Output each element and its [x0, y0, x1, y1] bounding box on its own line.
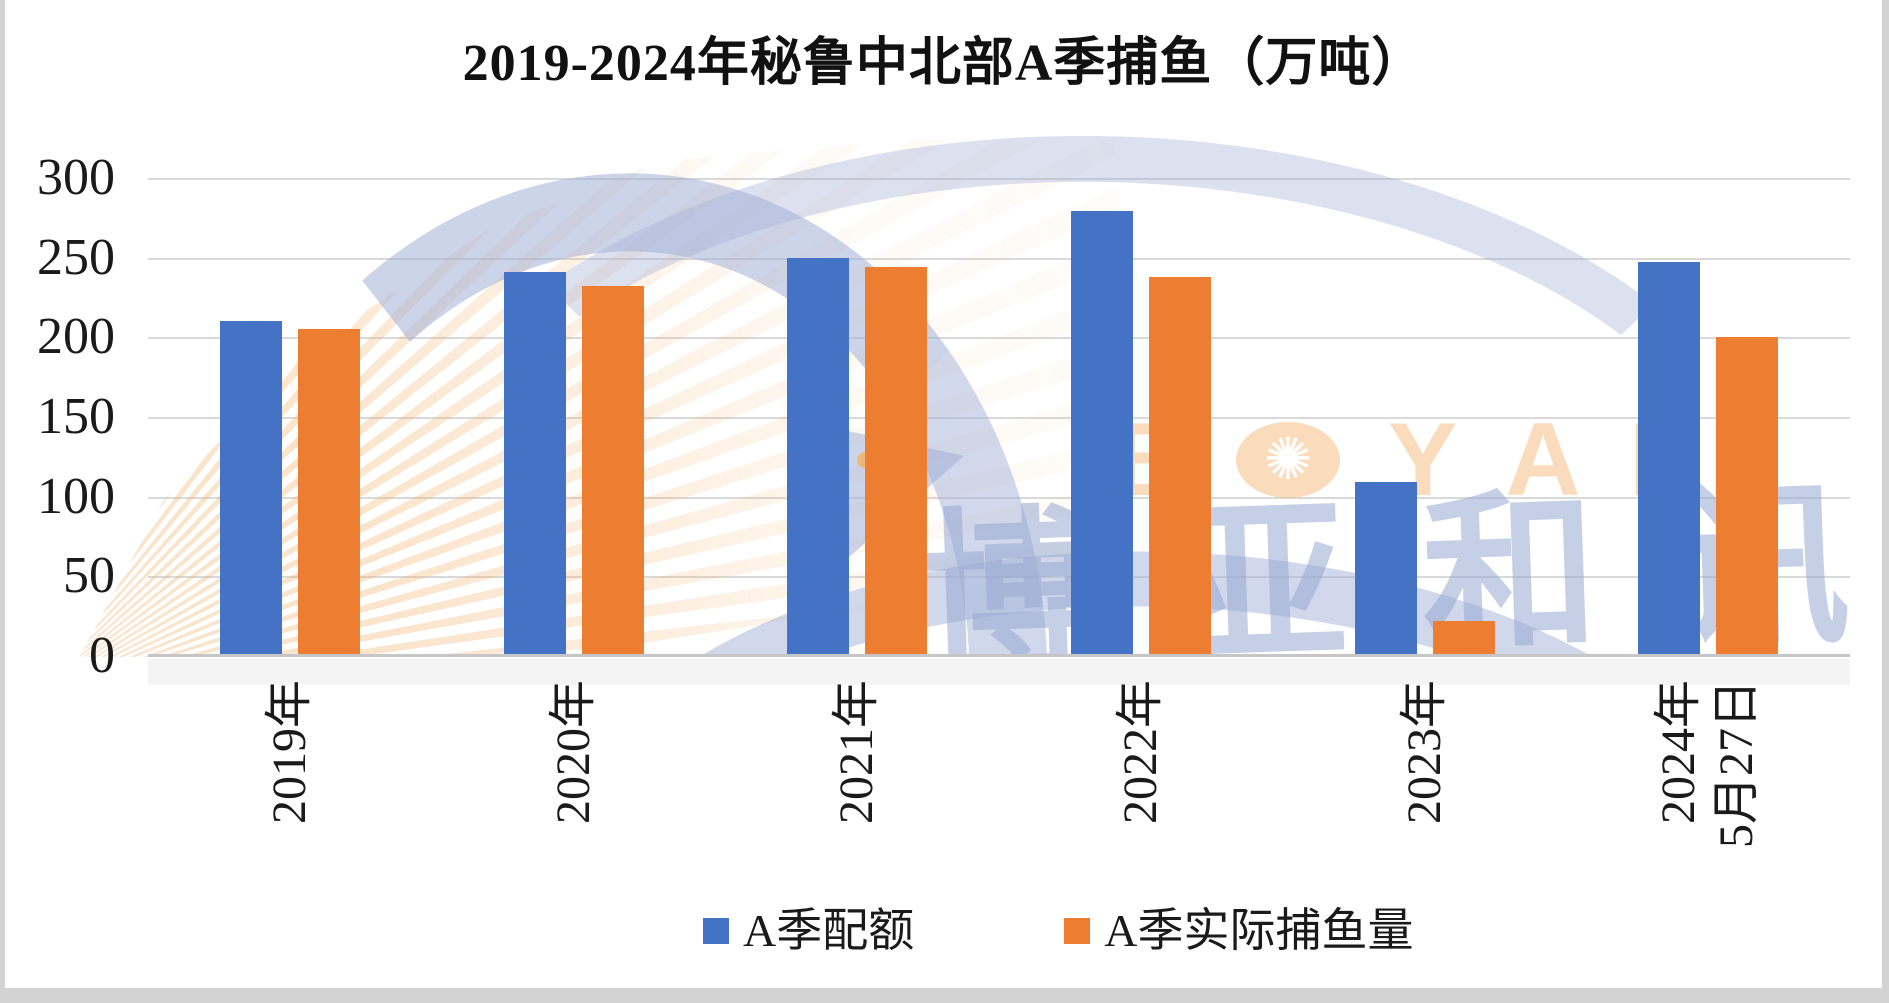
watermark-layer: B✺YAR 博亚和讯	[5, 0, 1882, 657]
bar-series1-2020年	[582, 286, 644, 656]
bar-series0-2020年	[504, 272, 566, 656]
bar-series0-2019年	[220, 321, 282, 656]
legend-label: A季实际捕鱼量	[1104, 905, 1414, 956]
x-axis-label-2023年: 2023年	[1365, 680, 1485, 940]
x-axis-label-2024年: 2024年 5月27日	[1648, 680, 1768, 940]
x-axis-label-2022年: 2022年	[1081, 680, 1201, 940]
gridline-50	[148, 576, 1850, 578]
legend-swatch-icon	[1064, 918, 1091, 944]
x-axis-label-2021年: 2021年	[797, 680, 917, 940]
watermark-sun-disc-icon: ✺	[1236, 422, 1341, 498]
gridline-250	[148, 258, 1850, 260]
bar-series1-2019年	[298, 329, 360, 656]
y-tick-label: 300	[37, 149, 115, 206]
bar-series1-2023年	[1433, 621, 1495, 656]
legend-item-series0: A季配额	[703, 906, 914, 956]
legend-item-series1: A季实际捕鱼量	[1064, 906, 1413, 956]
gridline-150	[148, 417, 1850, 419]
x-axis-label-2020年: 2020年	[514, 680, 634, 940]
x-axis-label-line: 5月27日	[1710, 680, 1763, 849]
x-axis-label-line: 2021年	[830, 680, 883, 825]
x-axis-label-line: 2020年	[547, 680, 600, 825]
x-axis-label-line: 2023年	[1398, 680, 1451, 825]
watermark-star-icon: ✺	[1263, 427, 1313, 492]
y-tick-label: 0	[89, 627, 115, 684]
axis-shadow-band	[148, 659, 1850, 685]
y-tick-label: 250	[37, 229, 115, 286]
bar-series1-2021年	[865, 267, 927, 656]
legend-swatch-icon	[703, 918, 729, 944]
bar-series0-2023年	[1355, 482, 1417, 656]
y-tick-label: 100	[37, 468, 115, 525]
x-axis-label-line: 2019年	[263, 680, 316, 825]
legend-label: A季配额	[743, 905, 915, 956]
gridline-300	[148, 178, 1850, 180]
x-axis-label-2019年: 2019年	[230, 680, 350, 940]
y-tick-label: 150	[37, 388, 115, 445]
y-tick-label: 50	[63, 547, 115, 604]
bar-series1-2022年	[1149, 277, 1211, 656]
chart-canvas: 2019-2024年秘鲁中北部A季捕鱼（万吨） B✺YAR 博亚和讯 0 50 10…	[5, 0, 1882, 988]
gridline-200	[148, 337, 1850, 339]
legend: A季配额 A季实际捕鱼量	[703, 906, 1413, 956]
x-axis-line	[148, 654, 1850, 657]
bar-series0-2022年	[1071, 211, 1133, 656]
chart-title: 2019-2024年秘鲁中北部A季捕鱼（万吨）	[462, 35, 1425, 92]
bar-series0-2024年	[1638, 262, 1700, 656]
y-tick-label: 200	[37, 308, 115, 365]
bar-series1-2024年	[1716, 337, 1778, 656]
x-axis-label-line: 2024年	[1652, 680, 1705, 825]
bar-series0-2021年	[787, 258, 849, 656]
x-axis-label-line: 2022年	[1114, 680, 1167, 825]
gridline-100	[148, 497, 1850, 499]
